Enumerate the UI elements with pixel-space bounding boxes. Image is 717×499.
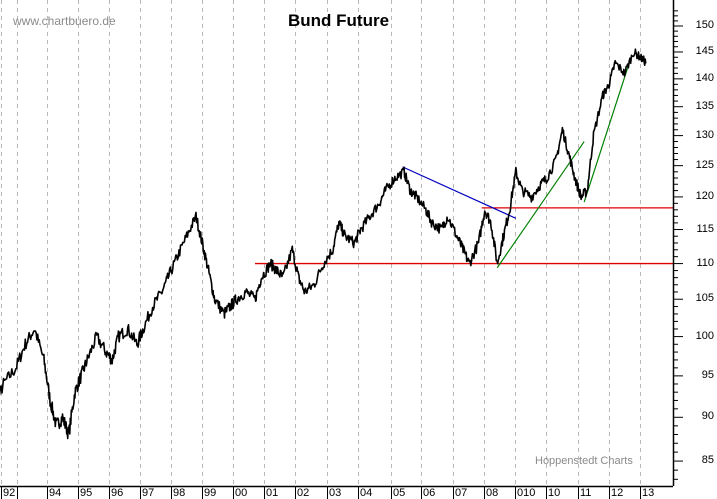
x-tick-label: 01 — [266, 487, 279, 499]
x-tick-label: 010 — [517, 487, 536, 499]
credit-text: Hoppenstedt Charts — [535, 455, 633, 467]
y-tick-label: 145 — [695, 44, 714, 57]
y-tick-label: 110 — [696, 256, 714, 269]
watermark-text: www.chartbuero.de — [13, 14, 116, 28]
price-line — [0, 48, 647, 440]
axes-frame — [0, 0, 683, 499]
x-tick-label: 95 — [80, 487, 93, 499]
vertical-gridlines — [1, 0, 641, 486]
x-tick-label: 97 — [142, 487, 155, 499]
y-tick-label: 105 — [695, 292, 714, 305]
y-tick-label: 95 — [701, 368, 714, 381]
y-tick-label: 130 — [695, 128, 714, 141]
y-tick-label: 140 — [695, 71, 714, 84]
trend-line — [496, 141, 585, 269]
x-tick-label: 99 — [204, 487, 217, 499]
x-tick-label: 04 — [360, 487, 373, 499]
chart-title: Bund Future — [288, 11, 390, 30]
y-tick-label: 135 — [695, 99, 714, 112]
y-tick-label: 150 — [695, 19, 714, 31]
x-tick-label: 03 — [329, 487, 342, 499]
x-tick-label: 94 — [49, 487, 62, 499]
x-tick-label: 92 — [3, 487, 16, 499]
y-tick-label: 125 — [695, 158, 714, 171]
x-tick-label: 07 — [455, 487, 468, 499]
trend-line — [402, 166, 517, 219]
y-tick-label: 115 — [696, 222, 714, 235]
x-tick-label: 08 — [486, 487, 499, 499]
x-tick-label: 13 — [642, 487, 655, 499]
x-tick-label: 12 — [611, 487, 624, 499]
x-tick-label: 11 — [580, 487, 592, 499]
y-tick-label: 120 — [695, 189, 714, 202]
y-tick-label: 85 — [701, 454, 714, 467]
x-tick-label: 05 — [393, 487, 406, 499]
x-tick-label: 98 — [173, 487, 186, 499]
x-tick-label: 10 — [548, 487, 561, 499]
x-tick-label: 96 — [111, 487, 124, 499]
trend-line — [583, 58, 632, 203]
x-tick-label: 02 — [297, 487, 310, 499]
y-tick-label: 90 — [701, 410, 714, 423]
annotation-lines — [255, 58, 673, 269]
x-tick-label: 06 — [423, 487, 436, 499]
x-tick-label: 00 — [235, 487, 248, 499]
y-tick-label: 100 — [695, 329, 714, 342]
